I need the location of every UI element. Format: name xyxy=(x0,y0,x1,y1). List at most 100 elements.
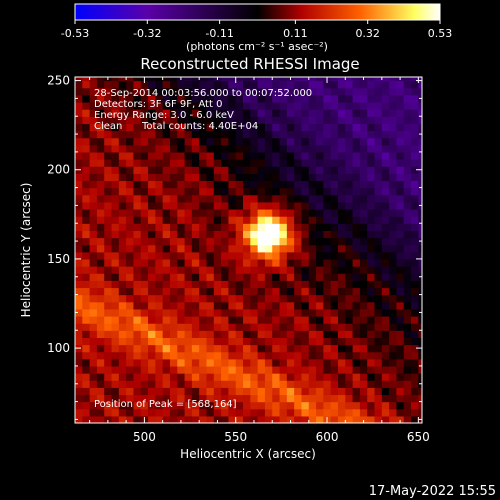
heatmap-cell xyxy=(316,337,324,346)
heatmap-cell xyxy=(250,258,259,267)
heatmap-cell xyxy=(330,330,339,338)
heatmap-cell xyxy=(337,365,346,374)
heatmap-cell xyxy=(418,208,422,217)
heatmap-cell xyxy=(381,180,390,189)
heatmap-cell xyxy=(250,101,259,110)
heatmap-cell xyxy=(126,287,135,296)
heatmap-cell xyxy=(148,401,156,410)
heatmap-cell xyxy=(133,80,142,89)
heatmap-cell xyxy=(126,337,135,346)
heatmap-cell xyxy=(381,101,390,110)
heatmap-cell xyxy=(104,344,113,353)
heatmap-cell xyxy=(213,130,222,139)
heatmap-cell xyxy=(381,308,390,317)
heatmap-cell xyxy=(367,208,376,217)
heatmap-cell xyxy=(301,159,310,167)
heatmap-cell xyxy=(177,151,186,160)
heatmap-cell xyxy=(82,223,91,231)
heatmap-cell xyxy=(316,365,324,374)
heatmap-cell xyxy=(330,401,339,410)
heatmap-cell xyxy=(89,394,98,403)
heatmap-cell xyxy=(184,394,193,403)
heatmap-cell xyxy=(206,380,215,388)
heatmap-cell xyxy=(243,223,251,231)
heatmap-cell xyxy=(330,394,339,403)
heatmap-cell xyxy=(243,365,251,374)
heatmap-cell xyxy=(272,266,281,274)
heatmap-cell xyxy=(228,323,237,331)
heatmap-cell xyxy=(418,173,422,182)
heatmap-cell xyxy=(316,223,324,231)
heatmap-cell xyxy=(389,401,398,410)
heatmap-cell xyxy=(352,166,361,174)
heatmap-cell xyxy=(118,180,127,189)
heatmap-cell xyxy=(228,187,237,196)
heatmap-cell xyxy=(213,287,222,296)
heatmap-cell xyxy=(250,373,259,381)
heatmap-cell xyxy=(308,387,317,396)
heatmap-cell xyxy=(126,401,135,410)
heatmap-cell xyxy=(308,294,317,303)
heatmap-cell xyxy=(337,116,346,124)
heatmap-cell xyxy=(228,273,237,281)
heatmap-cell xyxy=(374,123,383,132)
heatmap-cell xyxy=(323,109,332,117)
heatmap-cell xyxy=(381,251,390,260)
heatmap-cell xyxy=(323,180,332,189)
heatmap-cell xyxy=(118,237,127,246)
heatmap-cell xyxy=(162,401,171,410)
heatmap-cell xyxy=(221,337,230,346)
heatmap-cell xyxy=(228,280,237,289)
heatmap-cell xyxy=(294,294,303,303)
heatmap-cell xyxy=(345,323,354,331)
heatmap-cell xyxy=(367,394,376,403)
heatmap-cell xyxy=(411,344,419,353)
heatmap-cell xyxy=(104,373,113,381)
heatmap-cell xyxy=(279,77,288,82)
heatmap-cell xyxy=(162,394,171,403)
heatmap-cell xyxy=(411,415,419,423)
heatmap-cell xyxy=(191,344,200,353)
heatmap-cell xyxy=(235,273,244,281)
heatmap-cell xyxy=(89,208,98,217)
heatmap-cell xyxy=(75,258,83,267)
heatmap-cell xyxy=(213,123,222,132)
heatmap-cell xyxy=(337,344,346,353)
heatmap-cell xyxy=(330,237,339,246)
heatmap-cell xyxy=(403,201,412,210)
heatmap-cell xyxy=(286,237,295,246)
heatmap-cell xyxy=(96,109,105,117)
heatmap-cell xyxy=(111,258,120,267)
heatmap-cell xyxy=(155,166,164,174)
heatmap-cell xyxy=(250,173,259,182)
heatmap-cell xyxy=(148,194,156,203)
heatmap-cell xyxy=(352,266,361,274)
heatmap-cell xyxy=(184,337,193,346)
heatmap-cell xyxy=(243,77,251,82)
heatmap-cell xyxy=(396,287,405,296)
heatmap-cell xyxy=(294,258,303,267)
heatmap-cell xyxy=(199,166,208,174)
heatmap-cell xyxy=(177,137,186,146)
heatmap-cell xyxy=(396,266,405,274)
heatmap-cell xyxy=(411,77,419,82)
annotation-method: Clean xyxy=(94,121,122,132)
heatmap-cell xyxy=(374,258,383,267)
heatmap-cell xyxy=(294,80,303,89)
heatmap-cell xyxy=(177,216,186,224)
heatmap-cell xyxy=(206,194,215,203)
heatmap-cell xyxy=(389,380,398,388)
heatmap-cell xyxy=(301,208,310,217)
heatmap-cell xyxy=(418,294,422,303)
heatmap-cell xyxy=(148,180,156,189)
heatmap-cell xyxy=(82,244,91,253)
heatmap-cell xyxy=(323,258,332,267)
heatmap-cell xyxy=(411,408,419,417)
colorbar xyxy=(74,3,441,21)
heatmap-cell xyxy=(104,380,113,388)
heatmap-cell xyxy=(374,251,383,260)
heatmap-cell xyxy=(155,223,164,231)
heatmap-cell xyxy=(177,408,186,417)
heatmap-cell xyxy=(367,330,376,338)
heatmap-cell xyxy=(403,116,412,124)
